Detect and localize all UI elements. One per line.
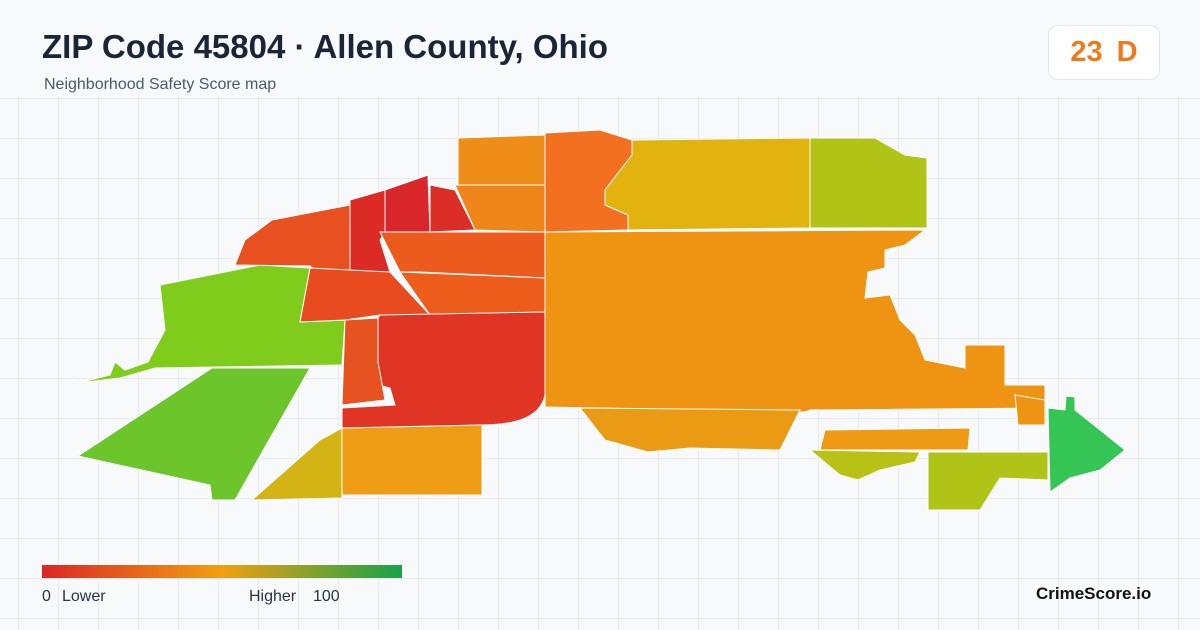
area bbox=[77, 264, 346, 384]
brand: CrimeScore.io bbox=[1036, 584, 1152, 603]
header bbox=[0, 0, 1200, 96]
area bbox=[809, 137, 928, 229]
title: ZIP Code 45804 · Allen County, Ohio bbox=[42, 28, 608, 65]
grade: D bbox=[1116, 36, 1138, 68]
area bbox=[76, 367, 311, 501]
area bbox=[384, 174, 431, 233]
legend-min: 0 bbox=[42, 588, 51, 605]
subtitle: Neighborhood Safety Score map bbox=[44, 76, 277, 93]
area bbox=[927, 451, 1049, 511]
area bbox=[604, 137, 811, 231]
area bbox=[349, 189, 391, 273]
area bbox=[457, 134, 546, 186]
legend-max-label: Higher bbox=[249, 588, 297, 605]
area bbox=[341, 317, 386, 406]
legend-min-label: Lower bbox=[62, 588, 106, 605]
area bbox=[341, 424, 483, 496]
area bbox=[379, 231, 546, 279]
area bbox=[1047, 395, 1126, 493]
legend-bar bbox=[42, 565, 402, 578]
legend-max: 100 bbox=[313, 588, 340, 605]
score: 23 bbox=[1070, 36, 1103, 68]
area bbox=[819, 427, 971, 451]
area bbox=[808, 449, 921, 481]
area bbox=[1014, 394, 1046, 426]
area bbox=[341, 311, 546, 429]
area bbox=[234, 204, 351, 271]
score-box: 23 D bbox=[1048, 25, 1160, 80]
area bbox=[544, 229, 1046, 413]
area bbox=[578, 407, 801, 453]
